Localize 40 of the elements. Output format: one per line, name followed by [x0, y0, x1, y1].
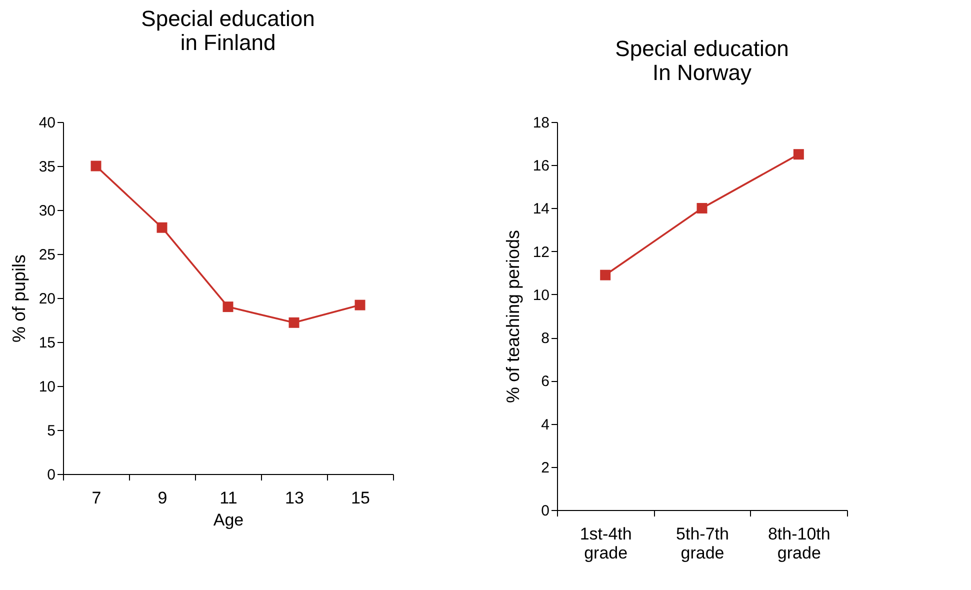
x-tick-label: 5th-7th grade — [676, 524, 729, 562]
y-tick-label: 0 — [47, 466, 56, 484]
point — [288, 317, 300, 328]
y-tick-label: 18 — [532, 114, 550, 132]
y-tick-label: 2 — [541, 459, 550, 476]
y-tick-label: 15 — [38, 334, 56, 352]
y-tick-label: 10 — [38, 378, 56, 396]
point — [222, 302, 234, 312]
y-tick-label: 6 — [541, 373, 550, 390]
x-tick-label: 7 — [92, 488, 102, 508]
x-tick-label: 9 — [158, 488, 168, 508]
y-axis-title: % of pupils — [8, 254, 29, 343]
y-tick-label: 8 — [541, 330, 550, 348]
y-tick-label: 30 — [38, 202, 56, 220]
point — [156, 222, 168, 233]
point — [90, 160, 102, 172]
y-tick-label: 0 — [541, 502, 550, 520]
chart-title: Special education in Finland — [141, 6, 315, 55]
point — [793, 149, 804, 160]
x-tick-label: 8th-10th grade — [768, 524, 830, 562]
point — [600, 270, 611, 280]
x-tick-label: 13 — [285, 488, 304, 508]
y-tick-label: 4 — [541, 416, 550, 434]
y-tick-label: 25 — [38, 246, 56, 264]
x-tick-label: 15 — [351, 488, 370, 508]
y-axis-title: % of teaching periods — [502, 230, 523, 404]
point — [354, 300, 366, 310]
y-tick-label: 40 — [38, 114, 56, 132]
y-tick-label: 5 — [47, 422, 56, 440]
y-tick-label: 20 — [38, 290, 56, 308]
y-tick-label: 35 — [38, 158, 56, 176]
y-tick-label: 14 — [532, 200, 550, 218]
x-tick-label: 11 — [220, 488, 238, 508]
y-tick-label: 16 — [532, 158, 550, 175]
x-axis-title: Age — [213, 510, 244, 530]
y-tick-label: 12 — [532, 244, 550, 261]
y-tick-label: 10 — [532, 286, 550, 304]
x-tick-label: 1st-4th grade — [580, 524, 632, 562]
point — [696, 202, 708, 214]
chart-title: Special education In Norway — [615, 36, 789, 85]
